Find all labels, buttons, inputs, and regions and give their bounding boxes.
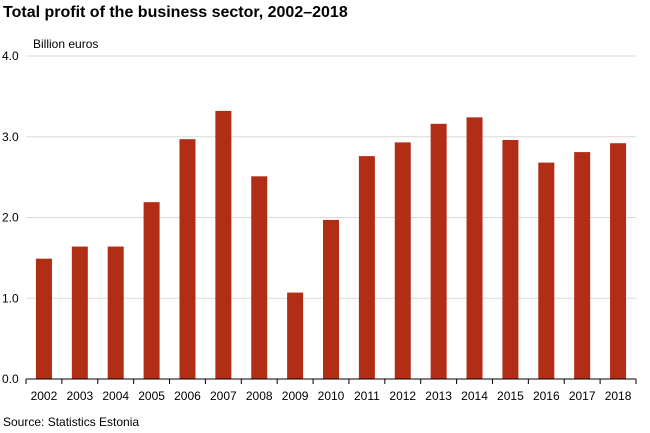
y-axis-ticks: 0.0 1.0 2.0 3.0 4.0 — [2, 49, 19, 386]
bar-2015 — [502, 139, 519, 379]
x-axis-ticks: 2002 2003 2004 2005 2006 2007 2008 2009 2010 2011… — [31, 389, 632, 403]
bar-2003 — [71, 246, 88, 379]
x-tick-label: 2009 — [282, 389, 309, 403]
y-tick-label: 0.0 — [2, 372, 19, 386]
x-tick-label: 2012 — [389, 389, 416, 403]
y-tick-label: 3.0 — [2, 130, 19, 144]
x-tick-label: 2018 — [605, 389, 632, 403]
bar-2011 — [358, 156, 375, 379]
bar-2018 — [610, 143, 627, 379]
y-axis-label: Billion euros — [33, 37, 98, 51]
x-tick-label: 2013 — [425, 389, 452, 403]
bars — [35, 110, 627, 380]
x-tick-label: 2010 — [318, 389, 345, 403]
x-tick-label: 2006 — [174, 389, 201, 403]
bar-2002 — [35, 258, 52, 379]
x-tick-label: 2017 — [569, 389, 596, 403]
bar-2010 — [323, 219, 339, 379]
x-axis — [25, 378, 637, 384]
y-tick-label: 4.0 — [2, 49, 19, 63]
bar-2016 — [538, 162, 555, 379]
x-tick-label: 2008 — [246, 389, 273, 403]
x-tick-label: 2007 — [210, 389, 237, 403]
x-tick-label: 2015 — [497, 389, 524, 403]
bar-2006 — [179, 139, 196, 379]
chart-title: Total profit of the business sector, 200… — [3, 4, 348, 21]
bar-2009 — [287, 292, 304, 379]
x-tick-label: 2002 — [31, 389, 58, 403]
bar-2014 — [466, 117, 483, 380]
bar-2005 — [143, 202, 160, 379]
bar-2017 — [574, 152, 591, 379]
bar-2012 — [394, 142, 411, 379]
x-tick-label: 2016 — [533, 389, 560, 403]
bar-2013 — [430, 123, 447, 379]
y-tick-label: 1.0 — [2, 291, 19, 305]
x-tick-label: 2011 — [354, 389, 380, 403]
x-tick-label: 2003 — [66, 389, 93, 403]
y-tick-label: 2.0 — [2, 211, 19, 225]
x-tick-label: 2014 — [461, 389, 488, 403]
bar-2007 — [215, 110, 232, 379]
x-tick-label: 2004 — [102, 389, 129, 403]
chart-source: Source: Statistics Estonia — [3, 415, 140, 429]
x-tick-label: 2005 — [138, 389, 165, 403]
bar-2008 — [251, 176, 268, 379]
bar-2004 — [107, 246, 124, 379]
